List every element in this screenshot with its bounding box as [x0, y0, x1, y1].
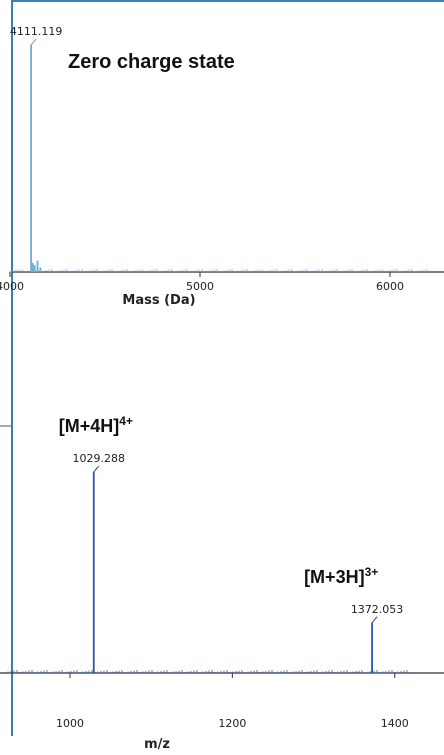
peak-leader-line — [93, 465, 100, 473]
x-tick-label: 5000 — [186, 280, 214, 293]
ion-label: [M+4H]4+ — [59, 414, 133, 436]
ion-formula: [M+3H] — [304, 567, 365, 587]
ion-charge: 3+ — [365, 565, 379, 579]
x-tick-label: 6000 — [376, 280, 404, 293]
x-tick-label: 4000 — [0, 280, 24, 293]
bottom-x-label: m/z — [144, 737, 170, 752]
top-x-label: Mass (Da) — [122, 293, 195, 308]
mz-panel: m/z 1000 1200 1400 1029.288 [M+4H]4+ 1372.05… — [0, 414, 444, 752]
peak-mass-label: 1372.053 — [351, 603, 404, 616]
peak-leader-line — [371, 616, 378, 624]
peak-leader-line — [30, 38, 37, 46]
x-tick-label: 1200 — [218, 717, 246, 730]
ion-charge: 4+ — [119, 414, 133, 428]
peak-mass-label: 1029.288 — [72, 452, 125, 465]
x-tick-label: 1400 — [381, 717, 409, 730]
zero-charge-panel: Zero charge state Mass (Da) 4000 5000 6000… — [0, 25, 444, 308]
top-title: Zero charge state — [68, 51, 235, 73]
x-tick-label: 1000 — [56, 717, 84, 730]
peak-mass-label: 4111.119 — [10, 25, 63, 38]
ion-label: [M+3H]3+ — [304, 565, 378, 587]
ion-formula: [M+4H] — [59, 416, 120, 436]
